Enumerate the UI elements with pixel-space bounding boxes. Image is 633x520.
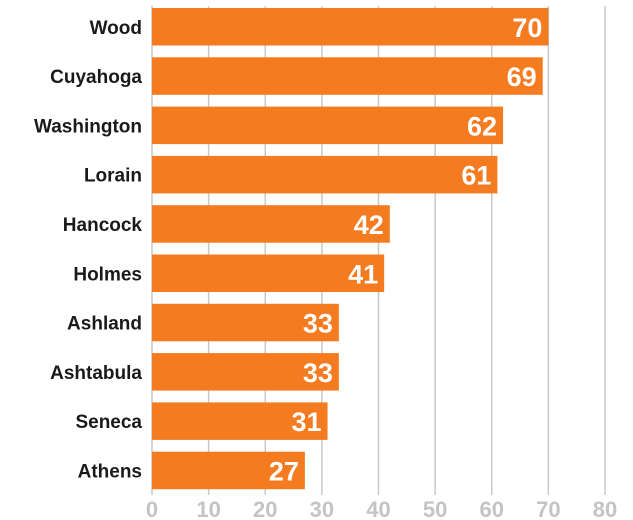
category-label: Holmes — [73, 264, 142, 285]
value-label: 62 — [467, 111, 497, 141]
category-label: Wood — [90, 18, 142, 39]
x-tick-label: 30 — [310, 497, 334, 520]
x-tick-label: 0 — [146, 497, 158, 520]
category-label: Washington — [34, 116, 142, 137]
category-label: Ashtabula — [50, 363, 142, 384]
category-label: Athens — [78, 461, 142, 482]
x-tick-label: 60 — [480, 497, 504, 520]
bar-seneca — [152, 402, 328, 440]
category-label: Hancock — [63, 215, 143, 236]
value-label: 31 — [291, 407, 321, 437]
x-tick-labels: 0 10 20 30 40 50 60 70 80 — [146, 497, 617, 520]
category-label: Cuyahoga — [50, 67, 142, 88]
x-tick-label: 80 — [593, 497, 617, 520]
bar-wood — [152, 8, 549, 46]
x-tick-label: 10 — [196, 497, 220, 520]
bar-cuyahoga — [152, 57, 543, 95]
value-label: 70 — [512, 13, 542, 43]
bar-lorain — [152, 155, 498, 194]
x-tick-label: 20 — [253, 497, 277, 520]
x-tick-label: 50 — [423, 497, 447, 520]
category-labels: Wood Cuyahoga Washington Lorain Hancock Holme… — [34, 18, 142, 483]
value-labels: 70 69 62 61 42 41 33 33 31 27 — [269, 13, 543, 487]
value-label: 33 — [303, 358, 333, 388]
value-label: 69 — [507, 62, 537, 92]
bar-hancock — [152, 205, 390, 243]
category-label: Seneca — [75, 412, 142, 433]
category-label: Ashland — [67, 314, 142, 335]
bar-washington — [152, 106, 504, 145]
bars — [152, 8, 549, 490]
bar-athens — [152, 451, 305, 490]
category-label: Lorain — [84, 166, 142, 187]
bar-ashtabula — [152, 353, 339, 391]
x-tick-label: 70 — [536, 497, 560, 520]
bar-holmes — [152, 254, 385, 292]
x-tick-label: 40 — [366, 497, 390, 520]
bar-ashland — [152, 303, 339, 342]
value-label: 33 — [303, 309, 333, 339]
value-label: 41 — [348, 259, 378, 289]
value-label: 42 — [354, 210, 384, 240]
value-label: 27 — [269, 456, 299, 486]
value-label: 61 — [461, 161, 491, 191]
